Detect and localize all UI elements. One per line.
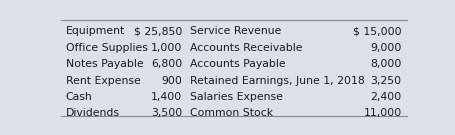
Text: Cash: Cash [66, 92, 92, 102]
Text: Common Stock: Common Stock [189, 108, 272, 118]
Text: 8,000: 8,000 [369, 59, 401, 69]
Text: 1,000: 1,000 [151, 43, 182, 53]
Text: Accounts Payable: Accounts Payable [189, 59, 284, 69]
Text: 3,250: 3,250 [369, 76, 401, 86]
Text: 2,400: 2,400 [369, 92, 401, 102]
Text: Retained Earnings, June 1, 2018: Retained Earnings, June 1, 2018 [189, 76, 364, 86]
Text: Salaries Expense: Salaries Expense [189, 92, 282, 102]
Text: Rent Expense: Rent Expense [66, 76, 140, 86]
Text: 1,400: 1,400 [151, 92, 182, 102]
Text: Equipment: Equipment [66, 26, 125, 36]
Text: 9,000: 9,000 [369, 43, 401, 53]
Text: Accounts Receivable: Accounts Receivable [189, 43, 301, 53]
Text: $ 25,850: $ 25,850 [134, 26, 182, 36]
Text: 3,500: 3,500 [151, 108, 182, 118]
Text: Notes Payable: Notes Payable [66, 59, 143, 69]
Text: $ 15,000: $ 15,000 [352, 26, 401, 36]
Text: Service Revenue: Service Revenue [189, 26, 280, 36]
Text: Dividends: Dividends [66, 108, 120, 118]
Text: 6,800: 6,800 [151, 59, 182, 69]
Text: 900: 900 [161, 76, 182, 86]
Text: 11,000: 11,000 [363, 108, 401, 118]
Text: Office Supplies: Office Supplies [66, 43, 147, 53]
